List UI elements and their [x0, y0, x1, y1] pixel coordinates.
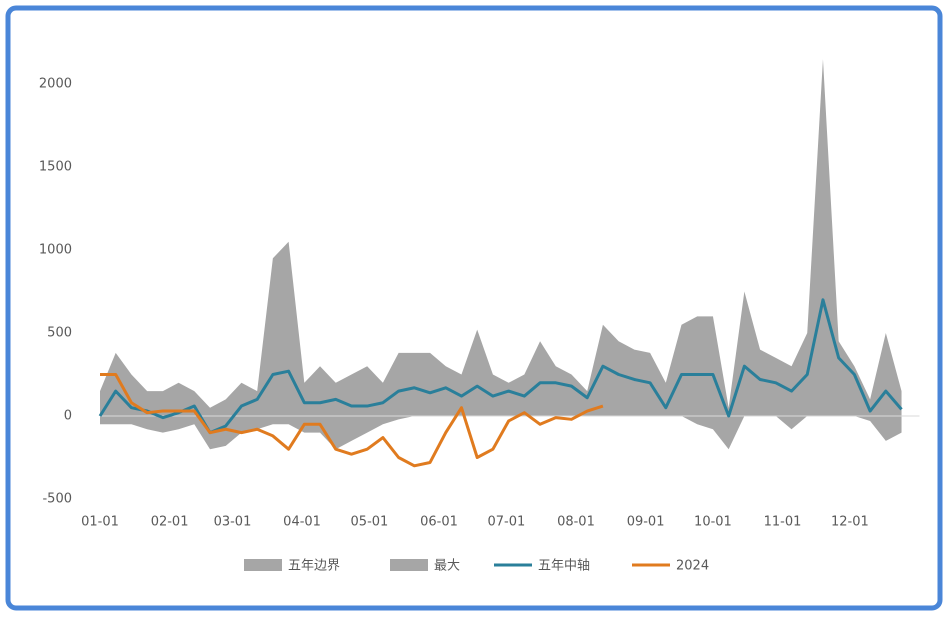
x-tick-label: 07-01 [487, 515, 525, 530]
x-tick-label: 12-01 [831, 515, 869, 530]
frame [5, 5, 943, 611]
area [100, 59, 902, 416]
x-tick-label: 10-01 [694, 515, 732, 530]
legend-label: 五年边界 [288, 559, 340, 574]
x-tick-label: 06-01 [420, 515, 458, 530]
y-tick-label: 1500 [39, 160, 72, 175]
line [98, 298, 903, 435]
x-tick-label: 03-01 [214, 515, 252, 530]
x-tick-label: 08-01 [557, 515, 595, 530]
x-tick-label: 09-01 [627, 515, 665, 530]
y-tick-label: 0 [64, 409, 72, 424]
legend-label: 2024 [676, 559, 709, 574]
x-tick-label: 05-01 [351, 515, 389, 530]
y-tick-label: 500 [47, 326, 72, 341]
y-tick-label: 2000 [39, 77, 72, 92]
area [100, 416, 902, 450]
x-tick-label: 11-01 [764, 515, 802, 530]
legend-label: 五年中轴 [538, 559, 590, 574]
legend-label: 最大 [434, 559, 460, 574]
x-tick-label: 02-01 [151, 515, 189, 530]
legend-swatch [390, 559, 428, 571]
x-tick-label: 04-01 [283, 515, 321, 530]
x-tick-label: 01-01 [81, 515, 119, 530]
y-tick-label: 1000 [39, 243, 72, 258]
y-tick-label: -500 [42, 492, 72, 507]
legend-swatch [244, 559, 282, 571]
line [100, 373, 604, 468]
